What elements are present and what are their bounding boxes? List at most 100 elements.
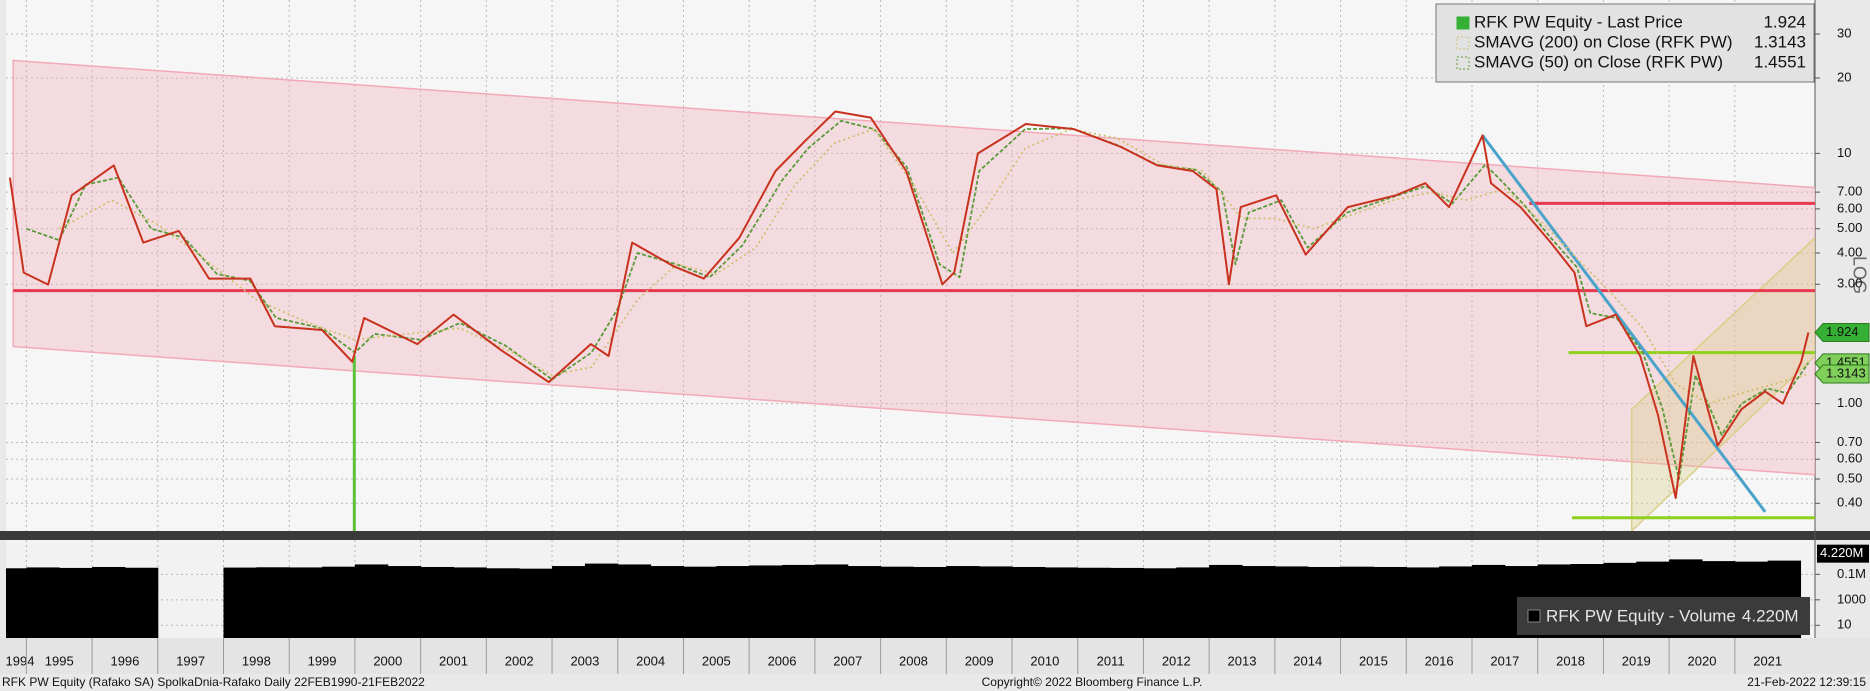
y-tick-label: 0.40 [1837,495,1862,510]
x-tick-label: 2002 [505,653,534,668]
legend-swatch [1456,56,1470,70]
x-tick-label: 2001 [439,653,468,668]
x-tick-label: 2009 [965,653,994,668]
volume-bar [1274,566,1309,638]
panel-separator [0,531,1870,540]
x-tick-label: 2006 [768,653,797,668]
volume-bar [1044,567,1079,638]
volume-bar [223,567,257,638]
y-tick-label: 4.00 [1837,244,1862,259]
legend-swatch [1456,16,1470,30]
x-tick-label: 2020 [1688,653,1717,668]
volume-bar [584,563,619,638]
x-tick-label: 2019 [1622,653,1651,668]
legend-value: 4.220M [1742,606,1799,625]
legend: RFK PW Equity - Last Price 1.924 SMAVG (20… [1435,3,1815,83]
y-tick-label: 0.70 [1837,434,1862,449]
footer-right: 21-Feb-2022 12:39:15 [1747,675,1866,689]
legend-label: SMAVG (50) on Close (RFK PW) [1474,52,1723,71]
volume-bar [354,564,389,638]
x-tick-label: 2014 [1293,653,1322,668]
price-tag-label: 1.3143 [1826,365,1866,380]
x-tick-label: 2011 [1097,653,1125,668]
volume-bar [1340,566,1374,638]
legend-swatch [1527,609,1541,623]
y-tick-label: 5.00 [1837,220,1862,235]
volume-bar [552,566,586,638]
volume-bar [26,567,60,638]
legend-box [1517,597,1810,635]
legend-value: 1.924 [1763,12,1806,31]
volume-bar [124,567,159,638]
volume-bar [1406,567,1440,638]
x-tick-label: 2017 [1490,653,1519,668]
y-axis-label: LOG [1849,256,1869,294]
volume-bar [519,568,553,638]
y-tick-label: 10 [1837,617,1851,632]
x-tick-label: 1994 [6,653,35,668]
volume-bar [92,566,126,638]
x-tick-label: 2018 [1556,653,1585,668]
volume-bar [1110,567,1144,638]
volume-bar [913,566,947,638]
x-tick-label: 1995 [45,653,74,668]
legend-label: RFK PW Equity - Last Price [1474,12,1683,31]
volume-bar [322,566,356,638]
x-tick-label: 2012 [1162,653,1191,668]
y-tick-label: 1000 [1837,591,1866,606]
legend-value: 1.4551 [1754,52,1806,71]
x-axis-area [0,638,1870,674]
volume-bar [486,568,520,638]
y-tick-label: 7.00 [1837,184,1862,199]
y-tick-label: 0.1M [1837,566,1866,581]
x-tick-label: 1998 [242,653,271,668]
moving-average-line [26,119,1810,480]
x-tick-label: 2003 [570,653,599,668]
x-tick-label: 2021 [1753,653,1782,668]
volume-bar [847,566,882,638]
volume-bar [782,564,816,638]
x-tick-label: 2007 [833,653,862,668]
x-tick-label: 2015 [1359,653,1388,668]
channel-band [12,59,1815,476]
volume-bar [256,567,290,638]
legend-swatch [1456,36,1470,50]
y-tick-label: 1.00 [1837,395,1862,410]
volume-bar [6,568,27,638]
x-tick-label: 2004 [636,653,665,668]
volume-bar [749,565,783,638]
volume-tag [1817,544,1869,563]
x-tick-label: 1999 [308,653,337,668]
volume-bar [1307,566,1342,638]
footer-center: Copyright© 2022 Bloomberg Finance L.P. [982,675,1203,689]
volume-bar [979,566,1013,638]
y-tick-label: 20 [1837,69,1851,84]
volume-bar [1012,566,1046,638]
x-tick-label: 2010 [1030,653,1059,668]
x-tick-label: 2005 [702,653,731,668]
volume-bar [946,566,980,638]
price-layer [6,0,1815,531]
volume-bar [683,566,717,638]
volume-bar [1373,566,1407,638]
x-tick-label: 2016 [1425,653,1454,668]
volume-bar [289,567,323,638]
volume-bar [1077,567,1112,638]
volume-bar [1209,564,1243,638]
y-tick-label: 0.60 [1837,451,1862,466]
volume-bar [1471,564,1506,638]
legend-label: RFK PW Equity - Volume [1546,606,1736,625]
volume-bar [59,567,93,638]
price-tag [1814,323,1870,343]
x-tick-label: 2000 [373,653,402,668]
legend-value: 1.3143 [1754,32,1806,51]
price-tag-label: 1.924 [1826,324,1859,339]
legend-label: SMAVG (200) on Close (RFK PW) [1474,32,1733,51]
volume-bar [453,567,487,638]
x-tick-label: 1997 [176,653,205,668]
volume-bar [1176,567,1210,638]
moving-average-line [58,128,1809,405]
annotation-line [1481,134,1767,513]
channel-band [1630,236,1815,531]
